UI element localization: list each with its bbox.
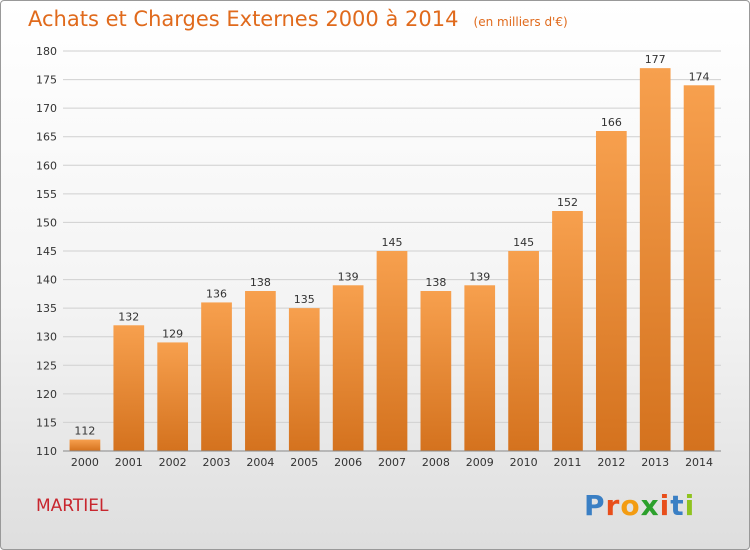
bar-value-label: 174	[689, 70, 710, 83]
bar-value-label: 129	[162, 327, 183, 340]
bar-2000	[69, 439, 101, 451]
bar-2008	[420, 291, 452, 451]
x-tick-label: 2010	[510, 456, 538, 469]
x-tick-label: 2013	[641, 456, 669, 469]
y-tick-label: 125	[36, 359, 57, 372]
proxiti-logo: Proxiti	[584, 489, 695, 522]
bar-2005	[288, 308, 320, 451]
y-axis-tick-labels: 110 115 120 125 130 135 140 145 150 155 160 165 170 1…	[36, 45, 57, 458]
x-tick-label: 2000	[71, 456, 99, 469]
bar-value-label: 132	[118, 310, 139, 323]
x-tick-label: 2003	[203, 456, 231, 469]
bar-value-label: 145	[513, 236, 534, 249]
y-tick-label: 120	[36, 388, 57, 401]
bar-value-label: 139	[469, 270, 490, 283]
bar-value-label: 138	[425, 276, 446, 289]
bar-value-label: 138	[250, 276, 271, 289]
bar-2011	[552, 211, 583, 451]
x-axis-tick-labels: 2000 2001 2002 2003 2004 2005 2006 2007 2008 2009…	[71, 456, 713, 469]
bar-value-label: 136	[206, 287, 227, 300]
x-tick-label: 2012	[597, 456, 625, 469]
bar-2001	[113, 325, 145, 451]
chart-title: Achats et Charges Externes 2000 à 2014	[28, 7, 459, 31]
place-name: MARTIEL	[36, 496, 109, 516]
x-tick-label: 2008	[422, 456, 450, 469]
x-tick-label: 2005	[290, 456, 318, 469]
y-tick-label: 135	[36, 302, 57, 315]
x-tick-label: 2004	[246, 456, 274, 469]
bar-value-labels: 112 132 129 136 138 135 139 145 138 139 145 152 166 1…	[74, 53, 709, 437]
logo-letter: r	[605, 489, 621, 522]
bar-2002	[157, 342, 189, 451]
bar-2003	[201, 302, 232, 451]
y-tick-label: 140	[36, 274, 57, 287]
logo-letter: o	[620, 489, 641, 522]
logo-letter: x	[640, 489, 660, 522]
bar-2007	[376, 251, 408, 451]
bar-value-label: 177	[645, 53, 666, 66]
x-tick-label: 2014	[685, 456, 713, 469]
bar-2013	[639, 68, 671, 452]
bars	[69, 68, 715, 452]
y-tick-label: 115	[36, 416, 57, 429]
bar-value-label: 139	[338, 270, 359, 283]
y-tick-label: 170	[36, 102, 57, 115]
chart-subtitle: (en milliers d'€)	[473, 15, 568, 29]
bar-2014	[683, 85, 715, 452]
y-tick-label: 165	[36, 131, 57, 144]
bar-2010	[508, 251, 539, 451]
y-tick-label: 180	[36, 45, 57, 58]
y-tick-label: 145	[36, 245, 57, 258]
logo-letter: i	[659, 489, 671, 522]
bar-value-label: 112	[74, 425, 95, 438]
y-tick-label: 150	[36, 216, 57, 229]
y-tick-label: 110	[36, 445, 57, 458]
x-tick-label: 2009	[466, 456, 494, 469]
bar-value-label: 145	[382, 236, 403, 249]
bar-value-label: 166	[601, 116, 622, 129]
x-tick-label: 2011	[553, 456, 581, 469]
y-tick-label: 155	[36, 188, 57, 201]
x-tick-label: 2006	[334, 456, 362, 469]
bar-2006	[332, 285, 364, 451]
bar-2004	[245, 291, 276, 451]
bar-2012	[595, 131, 627, 451]
logo-letter: i	[684, 489, 696, 522]
x-tick-label: 2002	[159, 456, 187, 469]
y-tick-label: 130	[36, 331, 57, 344]
bar-2009	[464, 285, 496, 451]
bar-value-label: 152	[557, 196, 578, 209]
bar-value-label: 135	[294, 293, 315, 306]
x-tick-label: 2007	[378, 456, 406, 469]
y-tick-label: 160	[36, 159, 57, 172]
y-tick-label: 175	[36, 74, 57, 87]
logo-letter: t	[670, 489, 685, 522]
logo-letter: P	[584, 489, 606, 522]
x-tick-label: 2001	[115, 456, 143, 469]
title-row: Achats et Charges Externes 2000 à 2014 (…	[28, 7, 568, 31]
